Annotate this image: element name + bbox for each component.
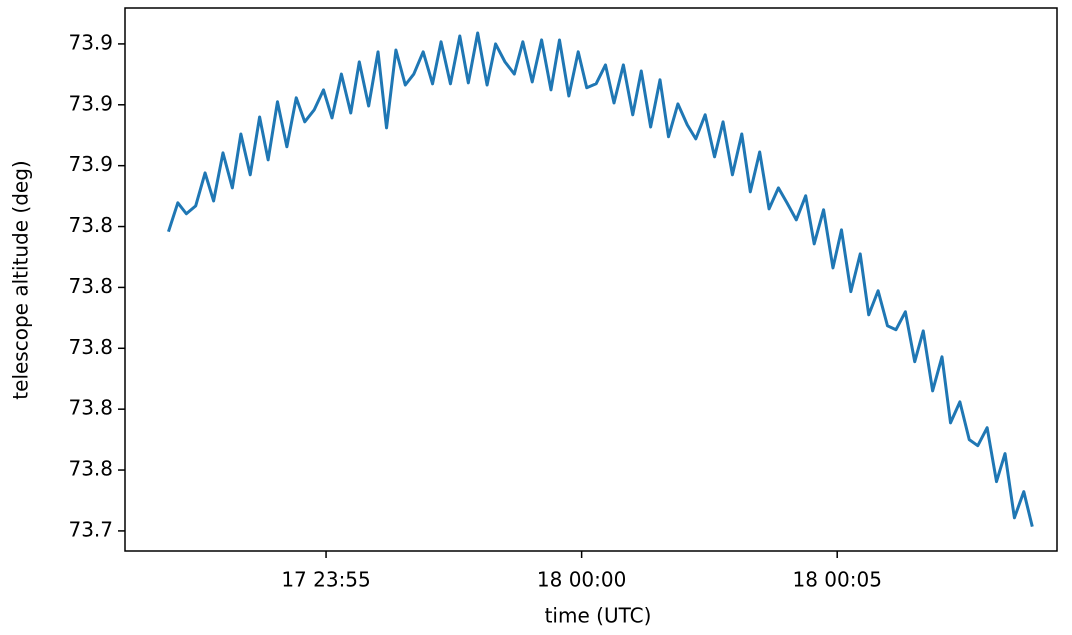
data-line (167, 31, 1034, 528)
x-tick-label: 17 23:55 (281, 568, 370, 592)
x-tick-label: 18 00:00 (537, 568, 626, 592)
plot-frame (124, 7, 1058, 552)
y-tick-label: 73.8 (68, 213, 113, 237)
y-tick-label: 73.9 (68, 30, 113, 54)
y-tick-label: 73.7 (68, 517, 113, 541)
x-tick-label: 18 00:05 (792, 568, 881, 592)
y-tick-label: 73.8 (68, 457, 113, 481)
y-tick-label: 73.9 (68, 152, 113, 176)
y-tick-label: 73.8 (68, 274, 113, 298)
y-tick-label: 73.8 (68, 396, 113, 420)
y-tick-label: 73.8 (68, 335, 113, 359)
y-axis-label: telescope altitude (deg) (9, 160, 33, 399)
y-tick-label: 73.9 (68, 91, 113, 115)
x-axis-label: time (UTC) (545, 604, 652, 628)
